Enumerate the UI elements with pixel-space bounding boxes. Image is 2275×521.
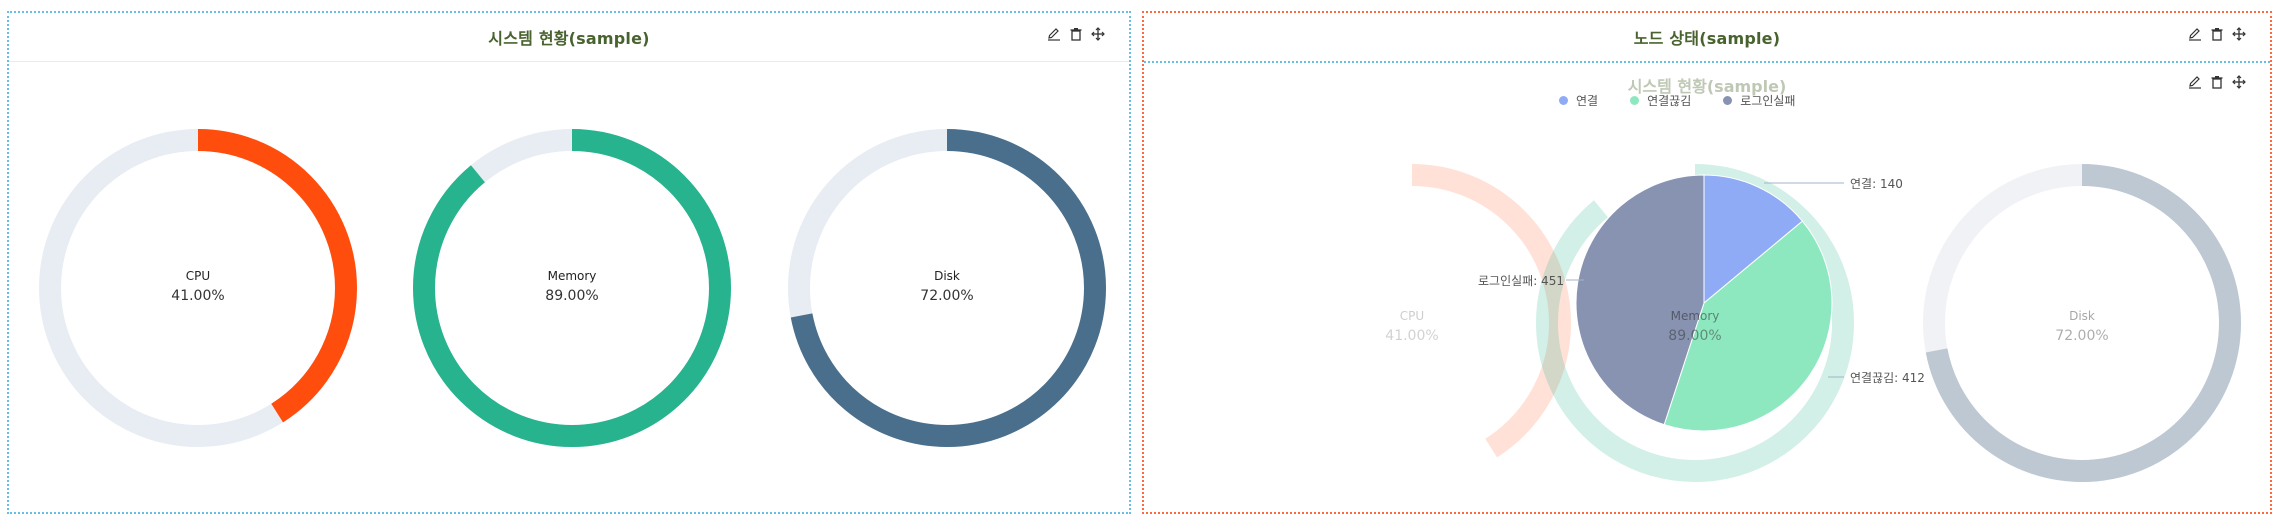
pie-slice-1[interactable]	[1663, 220, 1833, 432]
disk-gauge-arc	[788, 129, 1106, 447]
legend-dot	[1559, 96, 1568, 105]
inner-panel-title: 시스템 현황(sample)	[1627, 77, 1787, 96]
panel-toolbar	[1047, 27, 1105, 41]
pie-label-leaders	[1566, 182, 1844, 378]
gauge-value: 72.00%	[2055, 328, 2109, 344]
move-icon[interactable]	[2232, 27, 2246, 41]
pie-label-disconnected: 연결끊김: 412	[1850, 371, 1925, 385]
faded-cpu-gauge	[1253, 164, 1571, 482]
legend-label: 연결	[1576, 94, 1599, 108]
gauge-name: CPU	[1399, 309, 1425, 323]
cpu-gauge	[39, 129, 357, 447]
panel-header: 시스템 현황(sample)	[9, 13, 1129, 62]
disk-gauge	[788, 129, 1106, 447]
faded-cpu-gauge-arc	[1253, 164, 1571, 482]
pie-legend: 연결 연결끊김 로그인실패	[1559, 92, 1795, 109]
legend-dot	[1630, 96, 1640, 105]
gauge-value: 41.00%	[1385, 328, 1439, 344]
legend-dot	[1723, 96, 1733, 105]
gauge-value: 41.00%	[171, 288, 225, 304]
faded-disk-gauge-arc	[1923, 164, 2241, 482]
gauge-name: Memory	[1670, 309, 1720, 323]
panel-toolbar	[2188, 27, 2246, 41]
gauge-name: CPU	[185, 269, 211, 283]
edit-icon[interactable]	[1047, 27, 1061, 41]
gauge-value: 72.00%	[920, 288, 974, 304]
gauge-name: Disk	[2069, 309, 2095, 323]
pie-slice-2[interactable]	[1575, 174, 1705, 426]
panel-title: 노드 상태(sample)	[1633, 29, 1781, 48]
faded-memory-label: Memory 89.00%	[1595, 309, 1795, 344]
memory-gauge-label: Memory 89.00%	[472, 269, 672, 304]
pie-label-login-failed: 로그인실패: 451	[1478, 274, 1564, 288]
faded-disk-gauge-track	[1923, 164, 2241, 482]
cpu-gauge-arc	[39, 129, 357, 447]
move-icon[interactable]	[2232, 75, 2246, 89]
overlapping-system-status-panel: 시스템 현황(sample)	[1144, 61, 2270, 512]
trash-icon[interactable]	[2210, 75, 2224, 89]
memory-gauge-arc	[413, 129, 731, 447]
edit-icon[interactable]	[2188, 75, 2202, 89]
node-status-pie-chart	[1575, 174, 1833, 432]
disk-gauge-label: Disk 72.00%	[847, 269, 1047, 304]
pie-slice-0[interactable]	[1703, 174, 1804, 305]
legend-item-disconnected[interactable]: 연결끊김	[1630, 92, 1691, 109]
trash-icon[interactable]	[1069, 27, 1083, 41]
legend-item-login-failed[interactable]: 로그인실패	[1723, 92, 1795, 109]
edit-icon[interactable]	[2188, 27, 2202, 41]
cpu-gauge-label: CPU 41.00%	[98, 269, 298, 304]
legend-label: 연결끊김	[1647, 94, 1692, 108]
panel-title: 시스템 현황(sample)	[488, 29, 650, 48]
trash-icon[interactable]	[2210, 27, 2224, 41]
pie-label-connected: 연결: 140	[1850, 177, 1903, 191]
gauge-value: 89.00%	[545, 288, 599, 304]
gauge-value: 89.00%	[1668, 328, 1722, 344]
memory-gauge	[413, 129, 731, 447]
node-status-panel: 노드 상태(sample) 시스템 현황(sample)	[1142, 11, 2272, 514]
move-icon[interactable]	[1091, 27, 1105, 41]
panel-header: 노드 상태(sample)	[1144, 13, 2270, 61]
faded-disk-label: Disk 72.00%	[1982, 309, 2182, 344]
gauge-name: Memory	[547, 269, 597, 283]
legend-item-connected[interactable]: 연결	[1559, 92, 1598, 109]
faded-cpu-label: CPU 41.00%	[1312, 309, 1512, 344]
gauge-name: Disk	[934, 269, 960, 283]
system-status-panel: 시스템 현황(sample) CPU 41.00% Memory 89.00%	[7, 11, 1131, 514]
inner-panel-border	[1144, 61, 2270, 77]
faded-disk-gauge	[1923, 164, 2241, 482]
inner-panel-toolbar	[2188, 75, 2246, 89]
legend-label: 로그인실패	[1740, 94, 1796, 108]
